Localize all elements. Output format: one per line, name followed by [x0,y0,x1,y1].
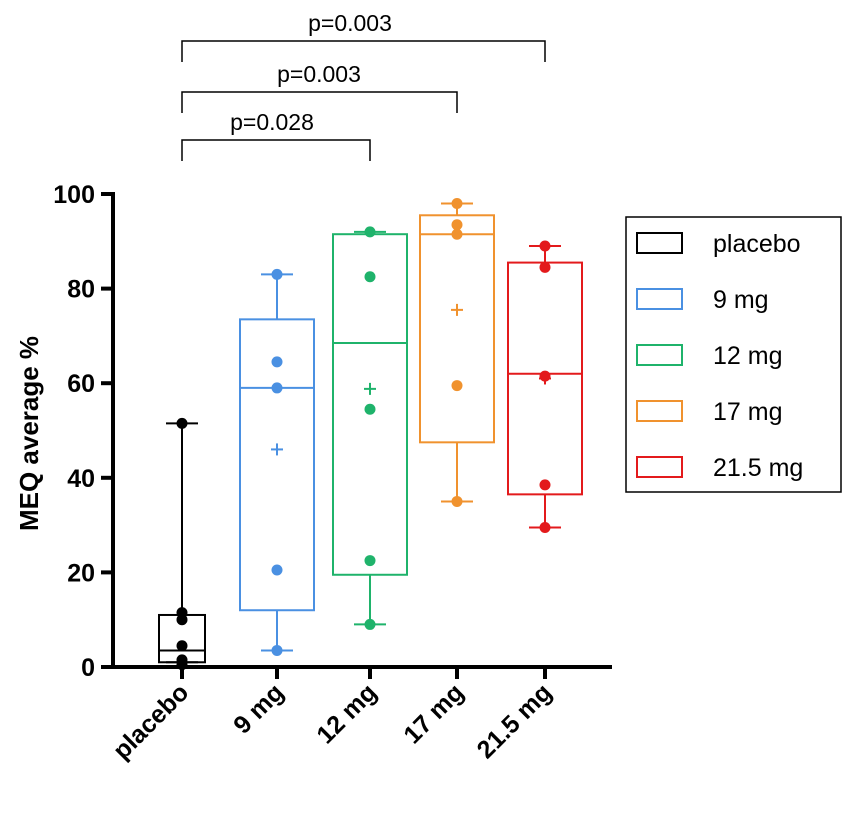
significance-bracket-0 [181,139,371,161]
box-group-1 [239,268,315,656]
legend-swatch-4 [636,456,683,478]
y-tick-label-80: 80 [67,276,95,304]
data-point-0-5 [176,659,188,671]
y-tick-label-40: 40 [67,465,95,493]
data-point-4-1 [539,261,551,273]
data-point-3-0 [451,197,463,209]
data-point-4-0 [539,240,551,252]
y-axis-title: MEQ average % [14,336,44,531]
data-point-3-4 [451,495,463,507]
legend-label-0: placebo [713,230,801,258]
data-point-1-2 [271,382,283,394]
data-point-4-4 [539,521,551,533]
data-point-0-3 [176,640,188,652]
box-iqr [419,214,495,444]
data-point-3-1 [451,219,463,231]
significance-bracket-1 [181,91,458,113]
data-point-3-3 [451,380,463,392]
legend-frame [625,216,842,493]
significance-bracket-2 [181,40,546,62]
y-tick-label-0: 0 [81,654,95,682]
significance-label-2: p=0.003 [308,10,392,36]
data-point-2-3 [364,555,376,567]
significance-label-1: p=0.003 [277,61,361,87]
legend: placebo 9 mg 12 mg 17 mg 21.5 mg [625,216,842,493]
x-tick-label-1: 9 mg [228,678,289,739]
legend-label-4: 21.5 mg [713,454,803,482]
legend-swatch-3 [636,400,683,422]
legend-swatch-1 [636,288,683,310]
legend-swatch-0 [636,232,683,254]
significance-label-0: p=0.028 [230,109,314,135]
data-point-0-2 [176,614,188,626]
legend-label-1: 9 mg [713,286,769,314]
box-iqr [239,318,315,612]
data-point-0-0 [176,417,188,429]
y-tick-label-60: 60 [67,370,95,398]
data-point-3-2 [451,228,463,240]
data-point-1-4 [271,644,283,656]
legend-swatch-2 [636,344,683,366]
box-group-2 [332,226,408,630]
data-point-2-0 [364,226,376,238]
data-point-1-1 [271,356,283,368]
y-tick-label-20: 20 [67,559,95,587]
x-tick-label-3: 17 mg [398,678,469,749]
data-point-1-0 [271,268,283,280]
box-group-0 [158,417,206,671]
data-point-2-1 [364,271,376,283]
y-tick-label-100: 100 [53,181,95,209]
data-point-4-3 [539,479,551,491]
data-point-1-3 [271,564,283,576]
x-tick-label-2: 12 mg [311,678,382,749]
legend-label-2: 12 mg [713,342,782,370]
data-point-2-2 [364,403,376,415]
data-point-4-2 [539,370,551,382]
data-point-2-4 [364,618,376,630]
box-group-3 [419,197,495,507]
box-group-4 [507,240,583,533]
x-tick-label-0: placebo [108,678,195,765]
legend-label-3: 17 mg [713,398,782,426]
x-tick-label-4: 21.5 mg [472,678,558,764]
